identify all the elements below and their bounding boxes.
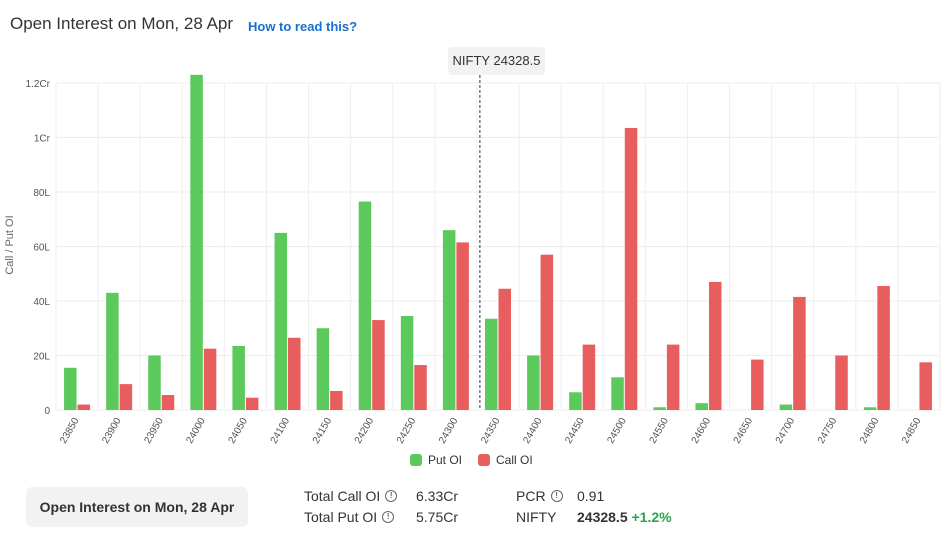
call-oi-bar <box>456 242 469 410</box>
total-put-oi-value: 5.75Cr <box>416 509 459 525</box>
nifty-price: 24328.5 +1.2% <box>577 509 672 525</box>
call-oi-bar <box>498 288 511 410</box>
call-oi-bar <box>77 404 91 410</box>
total-call-oi-row: Total Call OI! <box>304 488 398 504</box>
nifty-change: +1.2% <box>631 509 672 525</box>
call-oi-bar <box>919 362 932 410</box>
y-tick-label: 1.2Cr <box>26 79 51 90</box>
put-oi-bar <box>485 318 498 410</box>
page-title: Open Interest on Mon, 28 Apr <box>10 14 234 33</box>
x-tick-label: 23950 <box>142 416 166 446</box>
call-oi-bar <box>330 390 343 410</box>
x-tick-label: 24050 <box>227 416 251 446</box>
put-oi-bar <box>695 403 708 410</box>
call-oi-bar <box>414 365 427 410</box>
call-oi-bar <box>161 395 175 410</box>
y-tick-label: 60L <box>33 243 50 254</box>
pcr-row: PCR! <box>516 488 563 504</box>
call-oi-bar <box>793 296 806 410</box>
put-oi-bar <box>527 355 540 410</box>
x-tick-label: 24750 <box>816 416 840 446</box>
x-tick-label: 24450 <box>563 416 587 446</box>
nifty-label: NIFTY <box>516 509 557 525</box>
y-tick-label: 80L <box>33 188 50 199</box>
x-tick-label: 24550 <box>648 416 672 446</box>
chart-legend: Put OI Call OI <box>410 453 533 467</box>
call-oi-bar <box>372 320 385 410</box>
call-oi-bar <box>582 344 596 410</box>
x-tick-label: 24600 <box>690 416 714 446</box>
spot-price-tooltip: NIFTY 24328.5 <box>448 47 545 75</box>
total-put-oi-label: Total Put OI! <box>304 509 395 525</box>
call-oi-bar <box>666 344 680 410</box>
x-tick-label: 24200 <box>353 416 377 446</box>
put-swatch-icon <box>410 454 422 466</box>
put-oi-bar <box>358 201 372 410</box>
put-oi-bar <box>274 232 288 410</box>
put-oi-bar <box>779 404 793 410</box>
legend-put[interactable]: Put OI <box>410 453 462 467</box>
call-swatch-icon <box>478 454 491 466</box>
put-oi-bar <box>232 345 245 410</box>
nifty-value: 24328.5 <box>577 509 628 525</box>
info-icon[interactable]: ! <box>382 511 395 523</box>
y-tick-label: 40L <box>33 297 50 308</box>
call-oi-bar <box>203 348 217 410</box>
call-oi-bar <box>708 281 722 410</box>
put-oi-bar <box>64 367 77 410</box>
x-tick-label: 24700 <box>774 416 798 446</box>
legend-call-label: Call OI <box>496 453 533 467</box>
legend-call[interactable]: Call OI <box>478 453 533 467</box>
put-oi-bar <box>611 377 624 410</box>
pcr-value: 0.91 <box>577 488 605 504</box>
x-tick-label: 23850 <box>58 416 82 446</box>
x-tick-label: 24350 <box>479 416 503 446</box>
total-call-oi-label: Total Call OI! <box>304 488 398 504</box>
call-oi-bar <box>624 127 638 411</box>
info-icon[interactable]: ! <box>385 490 398 502</box>
call-oi-bar <box>540 254 554 410</box>
x-tick-label: 24150 <box>311 416 335 446</box>
x-tick-label: 24800 <box>858 416 882 446</box>
y-tick-label: 20L <box>33 352 50 363</box>
x-tick-label: 24250 <box>395 416 419 446</box>
info-icon[interactable]: ! <box>550 490 563 502</box>
call-oi-bar <box>877 286 890 410</box>
call-oi-bar <box>288 337 301 410</box>
pcr-label: PCR! <box>516 488 563 504</box>
how-to-read-link[interactable]: How to read this? <box>248 19 358 34</box>
call-oi-bar <box>119 384 133 410</box>
x-tick-label: 24850 <box>900 416 924 446</box>
put-oi-bar <box>316 328 330 410</box>
put-oi-bar <box>863 407 877 410</box>
x-tick-label: 24650 <box>732 416 756 446</box>
open-interest-chart: 0 20L 40L 60L 80L 1Cr 1.2Cr 23850 23900 23950 2400… <box>26 74 941 446</box>
put-oi-bar <box>148 355 161 410</box>
x-tick-label: 24500 <box>605 416 629 446</box>
legend-put-label: Put OI <box>428 453 463 467</box>
put-oi-bar <box>442 230 456 410</box>
x-tick-label: 24000 <box>184 416 208 446</box>
call-oi-bar <box>751 359 764 410</box>
put-oi-bar <box>653 407 666 410</box>
x-tick-label: 24400 <box>521 416 545 446</box>
y-tick-label: 1Cr <box>34 134 51 145</box>
total-put-oi-row: Total Put OI! <box>304 509 395 525</box>
put-oi-bar <box>400 315 414 410</box>
call-oi-bar <box>245 397 259 410</box>
y-tick-label: 0 <box>44 406 50 417</box>
x-tick-label: 24300 <box>437 416 461 446</box>
x-tick-label: 24100 <box>269 416 293 446</box>
put-oi-bar <box>106 292 119 410</box>
total-call-oi-value: 6.33Cr <box>416 488 459 504</box>
open-interest-date-button[interactable]: Open Interest on Mon, 28 Apr <box>26 487 248 527</box>
put-oi-bar <box>190 74 203 410</box>
x-tick-label: 23900 <box>100 416 124 446</box>
call-oi-bar <box>835 355 848 410</box>
put-oi-bar <box>569 392 582 410</box>
